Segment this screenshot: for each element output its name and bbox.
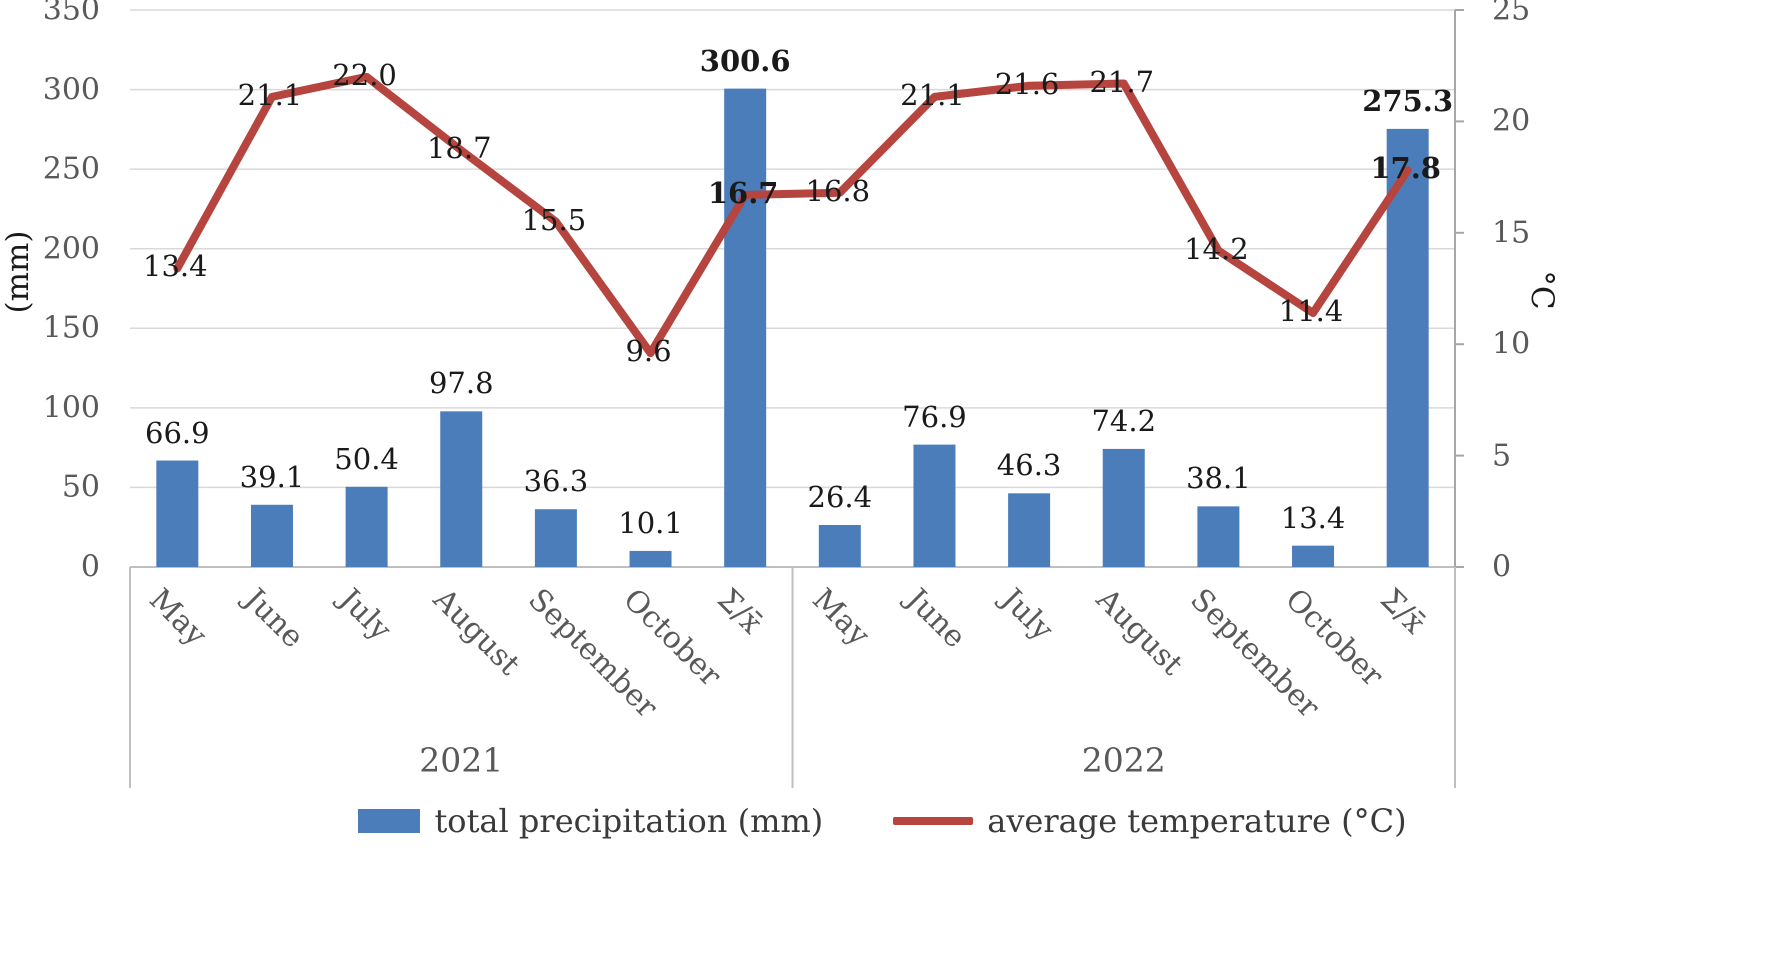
y-axis-tick-mm-350: 350 [42, 0, 100, 28]
temp-label-2022-September: 14.2 [1184, 231, 1249, 266]
temp-label-2021-June: 21.1 [237, 77, 303, 112]
temp-label-2022-August: 21.7 [1089, 64, 1155, 99]
precip-label-2022-June: 76.9 [902, 399, 967, 434]
precip-label-2022-Σ/x̄: 275.3 [1362, 83, 1454, 118]
y-axis-tick-mm-200: 200 [42, 231, 100, 267]
precip-bar-2021-July [345, 486, 388, 567]
y-axis-tick-mm-300: 300 [42, 72, 100, 108]
legend-item-temperature: average temperature (°C) [893, 802, 1407, 840]
temp-label-2021-August: 18.7 [426, 131, 492, 166]
y-axis-tick-mm-0: 0 [80, 549, 100, 585]
precip-label-2021-Σ/x̄: 300.6 [699, 43, 791, 78]
temp-label-2022-May: 16.8 [805, 173, 871, 208]
precip-label-2022-August: 74.2 [1091, 403, 1157, 438]
y-axis-tick-c-10: 10 [1492, 326, 1531, 362]
y-axis-tick-mm-50: 50 [61, 469, 100, 505]
legend: total precipitation (mm) average tempera… [0, 802, 1765, 840]
precip-bar-2021-Σ/x̄ [724, 88, 767, 567]
precip-label-2021-May: 66.9 [145, 415, 210, 450]
precipitation-swatch-icon [358, 809, 421, 833]
y-axis-tick-mm-250: 250 [42, 151, 100, 187]
temp-label-2022-Σ/x̄: 17.8 [1370, 151, 1441, 186]
legend-label-precipitation: total precipitation (mm) [434, 802, 824, 840]
precip-label-2022-July: 46.3 [996, 448, 1062, 483]
precip-label-2021-August: 97.8 [428, 366, 494, 401]
temp-label-2021-Σ/x̄: 16.7 [707, 175, 779, 210]
year-label-2021: 2021 [419, 740, 504, 780]
temp-label-2021-October: 9.6 [625, 334, 672, 369]
precip-label-2021-September: 36.3 [523, 464, 589, 499]
y-axis-tick-c-0: 0 [1492, 549, 1512, 585]
y-axis-tick-mm-100: 100 [42, 390, 100, 426]
legend-item-precipitation: total precipitation (mm) [358, 802, 823, 840]
precip-bar-2021-August [440, 411, 483, 567]
precip-label-2022-May: 26.4 [807, 479, 873, 514]
left-axis-title: (mm) [0, 230, 36, 314]
temp-label-2021-July: 22.0 [332, 57, 397, 92]
precip-bar-2021-May [156, 460, 199, 567]
precip-bar-2022-June [913, 444, 956, 567]
precip-label-2021-June: 39.1 [239, 459, 305, 494]
temp-label-2022-June: 21.1 [900, 77, 965, 112]
y-axis-tick-c-5: 5 [1492, 438, 1512, 474]
temp-label-2022-October: 11.4 [1278, 294, 1344, 328]
temperature-swatch-icon [893, 817, 974, 825]
precip-bar-2022-Σ/x̄ [1386, 128, 1429, 568]
temp-label-2021-September: 15.5 [521, 202, 587, 237]
precip-bar-2022-July [1008, 493, 1051, 567]
y-axis-tick-mm-150: 150 [42, 310, 100, 346]
y-axis-tick-c-15: 15 [1492, 215, 1531, 251]
precip-label-2022-October: 13.4 [1280, 500, 1346, 535]
precip-bar-2021-October [629, 550, 672, 567]
precip-label-2021-October: 10.1 [618, 505, 683, 540]
precip-bar-2022-October [1292, 545, 1335, 567]
precip-bar-2022-September [1197, 506, 1240, 567]
y-axis-tick-c-25: 25 [1492, 0, 1531, 28]
temperature-line [173, 72, 1412, 358]
temp-label-2022-July: 21.6 [994, 66, 1060, 101]
precip-bar-2021-September [534, 509, 577, 567]
year-label-2022: 2022 [1081, 740, 1166, 780]
precip-label-2022-September: 38.1 [1186, 461, 1251, 496]
precip-label-2021-July: 50.4 [334, 441, 399, 476]
legend-label-temperature: average temperature (°C) [987, 802, 1407, 840]
precip-bar-2022-May [818, 524, 861, 567]
precip-bar-2022-August [1102, 448, 1145, 567]
y-axis-tick-c-20: 20 [1492, 103, 1531, 139]
right-axis-title: °C [1524, 270, 1560, 310]
temp-label-2021-May: 13.4 [143, 249, 208, 284]
precip-bar-2021-June [250, 504, 293, 567]
